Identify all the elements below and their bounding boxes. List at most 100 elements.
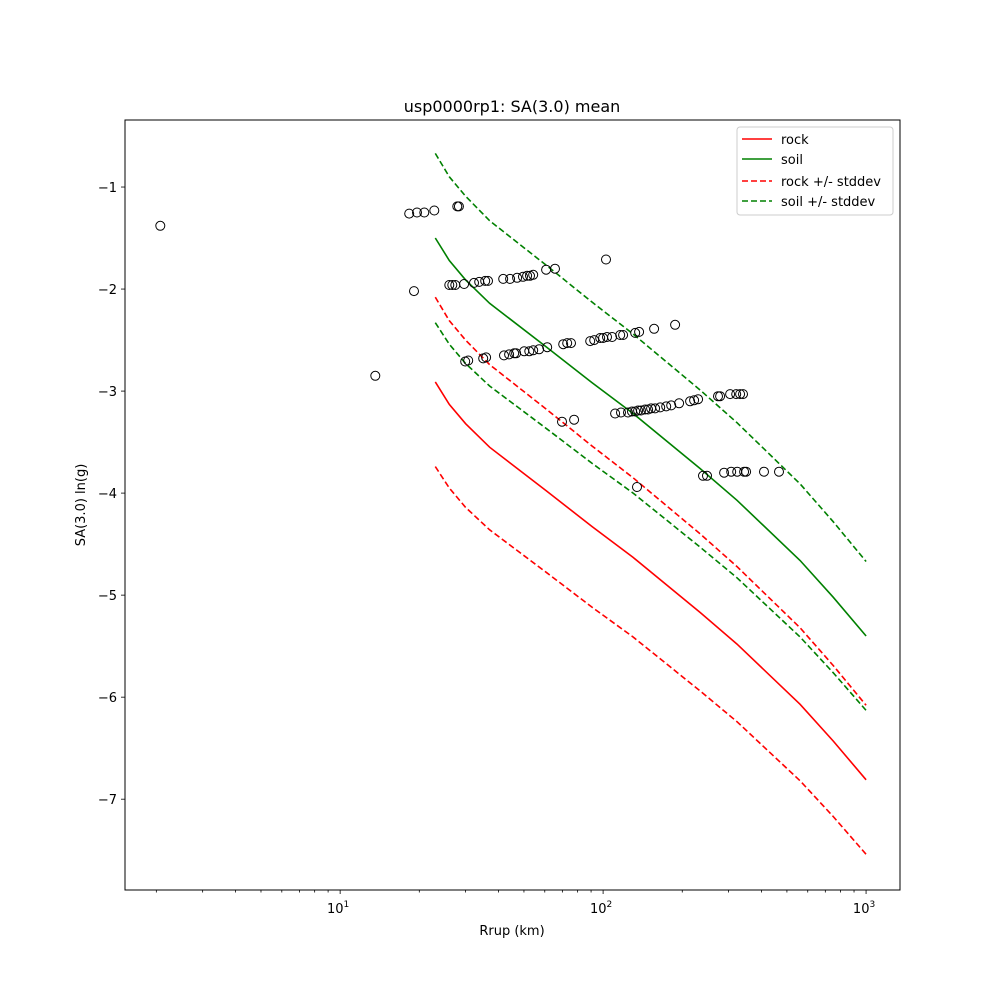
observation-point <box>524 346 535 357</box>
observation-point <box>634 326 645 337</box>
observation-point <box>739 466 750 477</box>
observation-point <box>566 338 576 349</box>
observation-point <box>481 352 492 363</box>
observation-point <box>528 269 539 280</box>
observation-point <box>447 280 458 290</box>
observation-point <box>480 275 491 286</box>
observation-point <box>463 355 474 366</box>
chart-title: usp0000rp1: SA(3.0) mean <box>404 97 621 116</box>
legend-label-rock: rock <box>781 133 809 148</box>
observation-points <box>155 201 784 492</box>
observation-point <box>558 339 569 350</box>
observation-point <box>655 402 666 413</box>
rock-stddev-upper-line <box>434 296 867 706</box>
observation-point <box>534 344 545 355</box>
observation-point <box>698 470 708 481</box>
observation-point <box>735 389 746 400</box>
observation-point <box>459 279 470 289</box>
observation-point <box>759 466 769 477</box>
observation-point <box>640 404 651 415</box>
observation-point <box>731 389 742 400</box>
y-tick-label: −6 <box>98 691 117 706</box>
observation-point <box>469 277 479 288</box>
observation-point <box>155 220 166 231</box>
y-tick-label: −2 <box>98 283 117 298</box>
legend: rock soil rock +/- stddev soil +/- stdde… <box>736 126 894 216</box>
x-tick-label: 103 <box>853 900 875 917</box>
observation-point <box>453 201 464 212</box>
observation-point <box>483 275 493 286</box>
observation-point <box>616 407 626 418</box>
observation-point <box>522 270 533 281</box>
observation-point <box>419 207 430 218</box>
observation-point <box>550 263 560 274</box>
observation-point <box>632 482 642 492</box>
observation-point <box>541 264 552 275</box>
observation-point <box>474 276 485 287</box>
observation-point <box>661 401 672 412</box>
soil-stddev-lower-line <box>434 322 867 711</box>
observation-point <box>719 467 730 478</box>
observation-point <box>630 327 641 338</box>
y-tick-label: −7 <box>98 793 117 808</box>
observation-point <box>370 370 381 381</box>
observation-point <box>715 391 726 402</box>
observation-point <box>685 396 696 407</box>
y-tick-label: −1 <box>98 181 117 196</box>
observation-point <box>636 405 646 416</box>
plot-frame <box>124 119 901 891</box>
observation-point <box>404 208 415 219</box>
observation-point <box>595 333 606 343</box>
observation-point <box>585 336 596 347</box>
x-axis: 101 102 103 <box>155 890 875 917</box>
legend-label-soil-stddev: soil +/- stddev <box>781 195 876 210</box>
observation-point <box>618 330 629 340</box>
observation-point <box>689 395 700 406</box>
observation-point <box>726 466 737 477</box>
observation-point <box>542 342 553 353</box>
observation-point <box>702 470 712 481</box>
legend-label-soil: soil <box>781 153 803 168</box>
observation-point <box>774 466 784 477</box>
observation-point <box>429 205 440 216</box>
observation-point <box>511 348 522 359</box>
observation-point <box>725 389 736 400</box>
x-axis-label: Rrup (km) <box>479 924 544 939</box>
observation-point <box>562 338 573 349</box>
y-axis-label: SA(3.0) ln(g) <box>74 464 89 547</box>
observation-point <box>649 323 660 334</box>
x-tick-label: 102 <box>590 900 612 917</box>
observation-point <box>505 273 516 284</box>
observation-point <box>509 348 520 359</box>
observation-point <box>569 414 580 425</box>
observation-point <box>738 389 748 400</box>
observation-point <box>512 272 523 283</box>
observation-point <box>615 330 626 340</box>
y-tick-label: −5 <box>98 589 117 604</box>
observation-point <box>670 319 681 330</box>
observation-point <box>409 286 419 297</box>
observation-point <box>693 394 704 405</box>
observation-point <box>713 391 723 402</box>
observation-point <box>607 332 618 342</box>
observation-point <box>519 346 530 357</box>
y-tick-label: −4 <box>98 487 117 502</box>
observation-point <box>528 345 539 356</box>
observation-point <box>518 271 528 282</box>
y-tick-label: −3 <box>98 385 117 400</box>
observation-point <box>610 408 621 419</box>
observation-point <box>674 398 685 409</box>
legend-box <box>736 126 894 216</box>
observation-point <box>601 254 611 265</box>
observation-point <box>741 466 752 477</box>
observation-point <box>633 405 644 416</box>
observation-point <box>499 350 509 361</box>
rock-stddev-lower-line <box>434 466 867 855</box>
observation-point <box>498 273 509 284</box>
series-layer <box>434 152 867 855</box>
observation-point <box>444 280 455 290</box>
observation-point <box>602 332 612 342</box>
y-axis: −1 −2 −3 −4 −5 −6 −7 <box>98 181 125 808</box>
observation-point <box>412 207 422 218</box>
